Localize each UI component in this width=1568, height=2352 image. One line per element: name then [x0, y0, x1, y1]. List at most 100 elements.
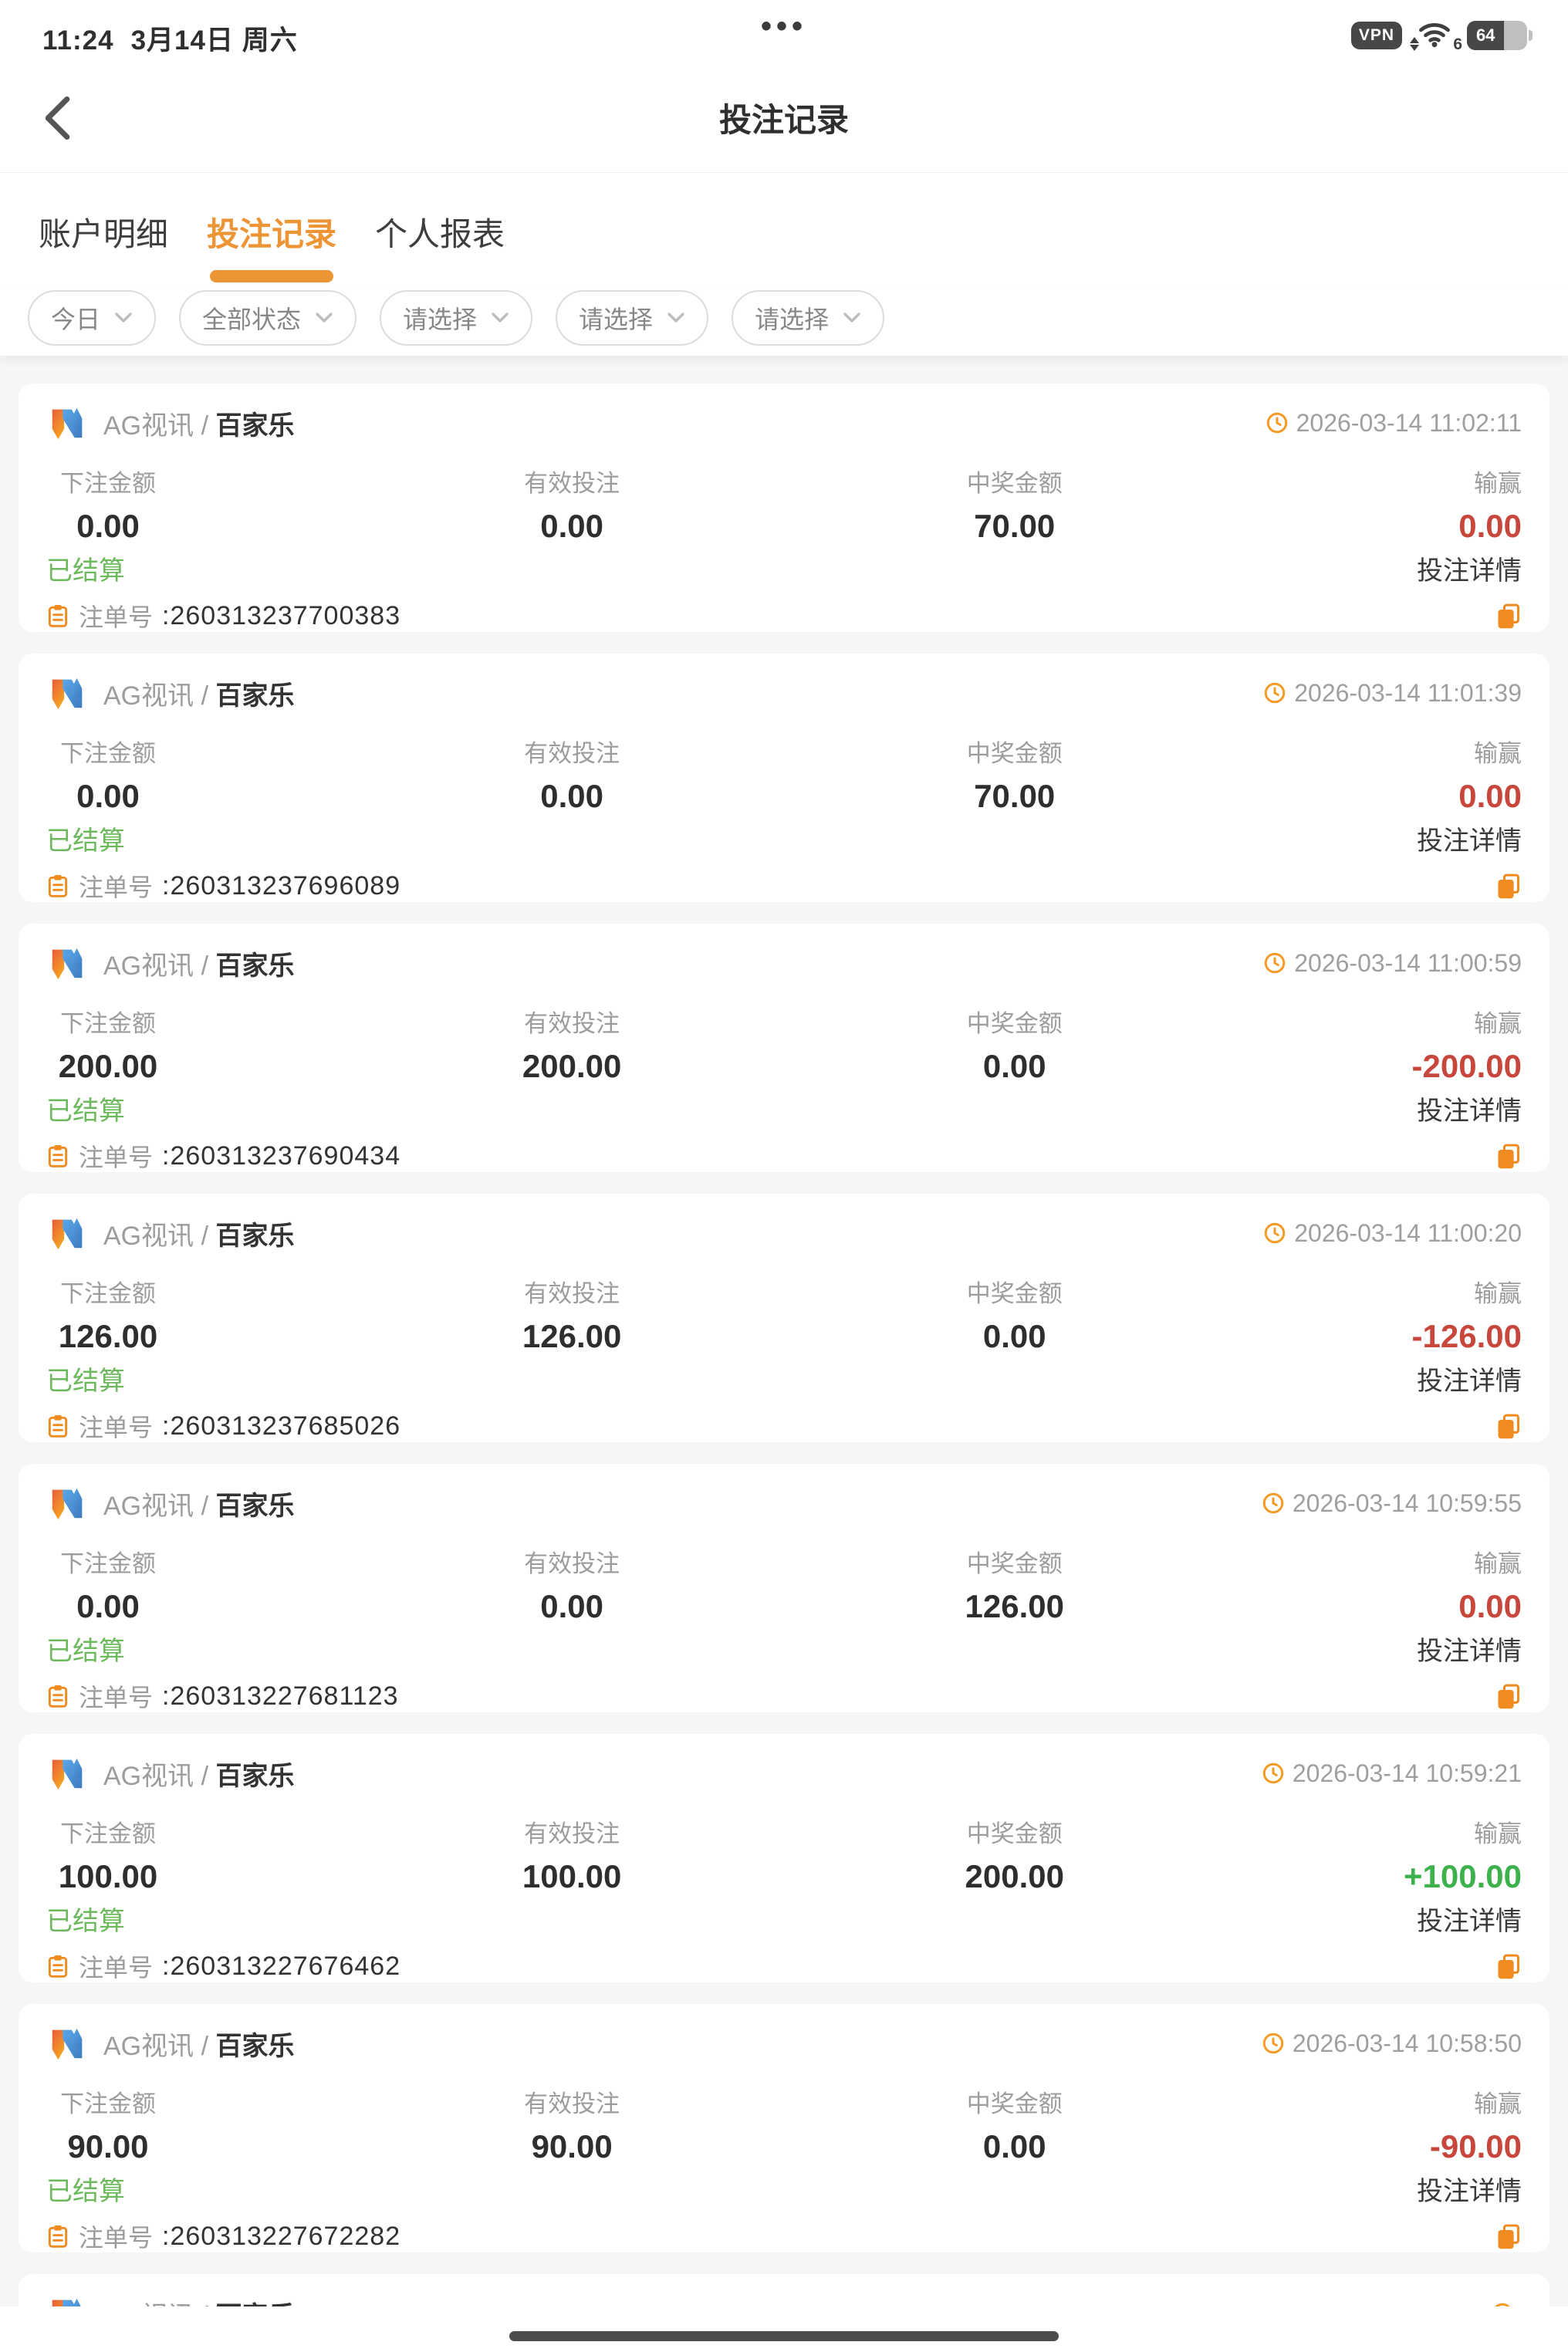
status-badge: 已结算: [46, 2176, 125, 2206]
winloss-value: -200.00: [1411, 1048, 1522, 1084]
prize-amount-label: 中奖金额: [966, 2090, 1063, 2117]
order-number-label: 注单号: [79, 1954, 154, 1982]
status-row: 已结算 投注详情: [46, 551, 1522, 586]
copy-order-button[interactable]: [1495, 1952, 1522, 1980]
bet-detail-link[interactable]: 投注详情: [1417, 1366, 1522, 1396]
copy-order-button[interactable]: [1495, 872, 1522, 900]
bet-detail-link[interactable]: 投注详情: [1417, 1636, 1522, 1666]
bet-detail-link[interactable]: 投注详情: [1417, 556, 1522, 586]
provider-game-separator: /: [194, 1761, 216, 1791]
order-number-value: :260313227681123: [162, 1681, 399, 1711]
tab-2[interactable]: 个人报表: [375, 173, 505, 290]
provider-game: AG视讯 / 百家乐: [103, 1485, 294, 1522]
filter-dropdown-label: 请选择: [579, 306, 654, 333]
bet-record-card: AG视讯 / 百家乐 2026-03-14 11:01:39 下注金额 有效投注…: [19, 654, 1549, 902]
record-header: AG视讯 / 百家乐 2026-03-14 11:00:20: [46, 1212, 1522, 1254]
status-badge: 已结算: [46, 1366, 125, 1396]
filter-dropdown-2[interactable]: 请选择: [380, 290, 533, 346]
status-row: 已结算 投注详情: [46, 821, 1522, 856]
chevron-down-icon: [667, 313, 684, 323]
record-values: 0.00 0.00 126.00 0.00: [46, 1588, 1522, 1625]
record-time: [1491, 2302, 1522, 2306]
ag-provider-logo-icon: [46, 942, 88, 984]
copy-order-button[interactable]: [1495, 1412, 1522, 1440]
clipboard-icon: [48, 1955, 68, 1978]
bet-detail-link[interactable]: 投注详情: [1417, 1096, 1522, 1126]
provider-game-separator: /: [194, 411, 216, 441]
copy-icon: [1498, 1144, 1519, 1169]
bet-detail-link[interactable]: 投注详情: [1417, 1906, 1522, 1936]
winloss-value: -90.00: [1429, 2128, 1522, 2164]
bet-detail-link[interactable]: 投注详情: [1417, 2176, 1522, 2206]
record-header: AG视讯 / 百家乐: [46, 2293, 1522, 2306]
record-header: AG视讯 / 百家乐 2026-03-14 11:02:11: [46, 402, 1522, 444]
bet-amount-value: 126.00: [58, 1318, 158, 1354]
bet-record-card: AG视讯 / 百家乐 2026-03-14 10:59:55 下注金额 有效投注…: [19, 1464, 1549, 1712]
provider-name: AG视讯: [103, 411, 194, 441]
order-number-label: 注单号: [79, 1414, 154, 1441]
tab-1[interactable]: 投注记录: [207, 173, 336, 290]
bet-amount-label: 下注金额: [60, 740, 156, 767]
copy-order-button[interactable]: [1495, 602, 1522, 630]
bet-record-card: AG视讯 / 百家乐 2026-03-14 11:00:20 下注金额 有效投注…: [19, 1194, 1549, 1442]
copy-icon: [1498, 1684, 1519, 1709]
filter-dropdown-3[interactable]: 请选择: [556, 290, 709, 346]
provider-game-separator: /: [194, 2031, 216, 2061]
order-row: 注单号 :260313227681123: [46, 1681, 1522, 1712]
clock-icon: [1262, 1492, 1284, 1514]
column-labels: 下注金额 有效投注 中奖金额 输赢: [46, 734, 1522, 769]
chevron-down-icon: [316, 313, 333, 323]
bet-record-card: AG视讯 / 百家乐 2026-03-14 10:58:50 下注金额 有效投注…: [19, 2004, 1549, 2252]
provider-game-separator: /: [194, 951, 216, 981]
home-indicator[interactable]: [509, 2331, 1059, 2341]
menu-dots-icon[interactable]: •••: [760, 9, 808, 43]
wifi-traffic-arrows-icon: [1410, 37, 1419, 51]
order-number-label: 注单号: [79, 2224, 154, 2252]
record-timestamp: 2026-03-14 10:59:21: [1292, 1759, 1522, 1787]
record-list: AG视讯 / 百家乐 2026-03-14 11:02:11 下注金额 有效投注…: [0, 356, 1568, 2306]
ag-provider-logo-icon: [46, 1752, 88, 1794]
valid-bet-value: 0.00: [540, 508, 604, 544]
valid-bet-label: 有效投注: [524, 1550, 620, 1577]
record-header: AG视讯 / 百家乐 2026-03-14 11:00:59: [46, 942, 1522, 984]
filter-dropdown-4[interactable]: 请选择: [732, 290, 885, 346]
provider-game: AG视讯 / 百家乐: [103, 2295, 294, 2307]
record-timestamp: 2026-03-14 11:00:20: [1294, 1218, 1522, 1247]
record-values: 100.00 100.00 200.00 +100.00: [46, 1858, 1522, 1895]
order-number-value: :260313237696089: [162, 870, 401, 901]
order-row: 注单号 :260313237690434: [46, 1141, 1522, 1171]
battery-percent: 64: [1467, 21, 1505, 50]
bet-amount-label: 下注金额: [60, 470, 156, 497]
order-number-value: :260313227672282: [162, 2221, 401, 2251]
provider-game: AG视讯 / 百家乐: [103, 1755, 294, 1793]
ag-provider-logo-icon: [46, 1482, 88, 1524]
prize-amount-value: 200.00: [965, 1858, 1064, 1894]
prize-amount-value: 70.00: [974, 508, 1056, 544]
tab-0[interactable]: 账户明细: [39, 173, 168, 290]
provider-name: AG视讯: [103, 2302, 194, 2307]
game-name: 百家乐: [215, 1761, 295, 1791]
record-timestamp: 2026-03-14 11:00:59: [1294, 948, 1522, 977]
filter-dropdown-0[interactable]: 今日: [28, 290, 157, 346]
prize-amount-label: 中奖金额: [966, 1280, 1063, 1307]
record-timestamp: 2026-03-14 11:02:11: [1296, 408, 1522, 437]
bet-detail-link[interactable]: 投注详情: [1417, 826, 1522, 856]
status-badge: 已结算: [46, 826, 125, 856]
status-time: 11:24: [42, 25, 114, 56]
status-date: 3月14日 周六: [130, 25, 298, 56]
prize-amount-value: 0.00: [982, 1048, 1046, 1084]
filter-dropdown-1[interactable]: 全部状态: [179, 290, 357, 346]
record-header: AG视讯 / 百家乐 2026-03-14 10:59:21: [46, 1752, 1522, 1794]
copy-order-button[interactable]: [1495, 1142, 1522, 1170]
status-badge: 已结算: [46, 1636, 125, 1666]
copy-order-button[interactable]: [1495, 1682, 1522, 1710]
prize-amount-label: 中奖金额: [966, 1820, 1063, 1847]
bet-amount-label: 下注金额: [60, 2090, 156, 2117]
copy-icon: [1498, 603, 1519, 629]
provider-name: AG视讯: [103, 1221, 194, 1251]
back-button[interactable]: [39, 91, 85, 145]
status-row: 已结算 投注详情: [46, 1361, 1522, 1396]
chevron-left-icon: [45, 96, 70, 140]
copy-order-button[interactable]: [1495, 2222, 1522, 2250]
record-time: 2026-03-14 10:58:50: [1262, 2029, 1522, 2058]
